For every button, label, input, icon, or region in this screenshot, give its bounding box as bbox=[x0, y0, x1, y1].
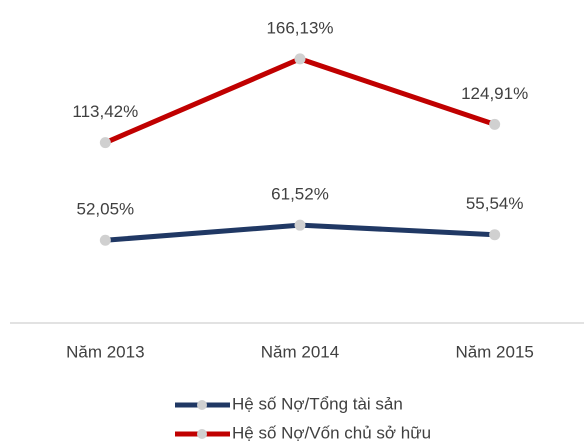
data-label: 113,42% bbox=[72, 102, 138, 121]
x-tick-label: Năm 2015 bbox=[455, 342, 533, 361]
data-label: 166,13% bbox=[266, 18, 333, 37]
data-label: 55,54% bbox=[466, 194, 524, 213]
point-marker bbox=[99, 137, 111, 149]
x-tick-label: Năm 2014 bbox=[261, 342, 339, 361]
data-label: 61,52% bbox=[271, 185, 329, 204]
x-tick-label: Năm 2013 bbox=[66, 342, 144, 361]
point-marker bbox=[489, 229, 501, 241]
legend-label: Hệ số Nợ/Tổng tài sản bbox=[232, 394, 403, 413]
data-label: 52,05% bbox=[76, 200, 134, 219]
point-marker bbox=[99, 234, 111, 246]
point-marker bbox=[489, 118, 501, 130]
point-marker bbox=[294, 219, 306, 231]
data-label: 124,91% bbox=[461, 84, 528, 103]
legend-label: Hệ số Nợ/Vốn chủ sở hữu bbox=[232, 423, 431, 442]
legend-marker bbox=[197, 429, 207, 439]
legend-marker bbox=[197, 400, 207, 410]
series-line bbox=[104, 56, 496, 145]
point-marker bbox=[294, 53, 306, 65]
